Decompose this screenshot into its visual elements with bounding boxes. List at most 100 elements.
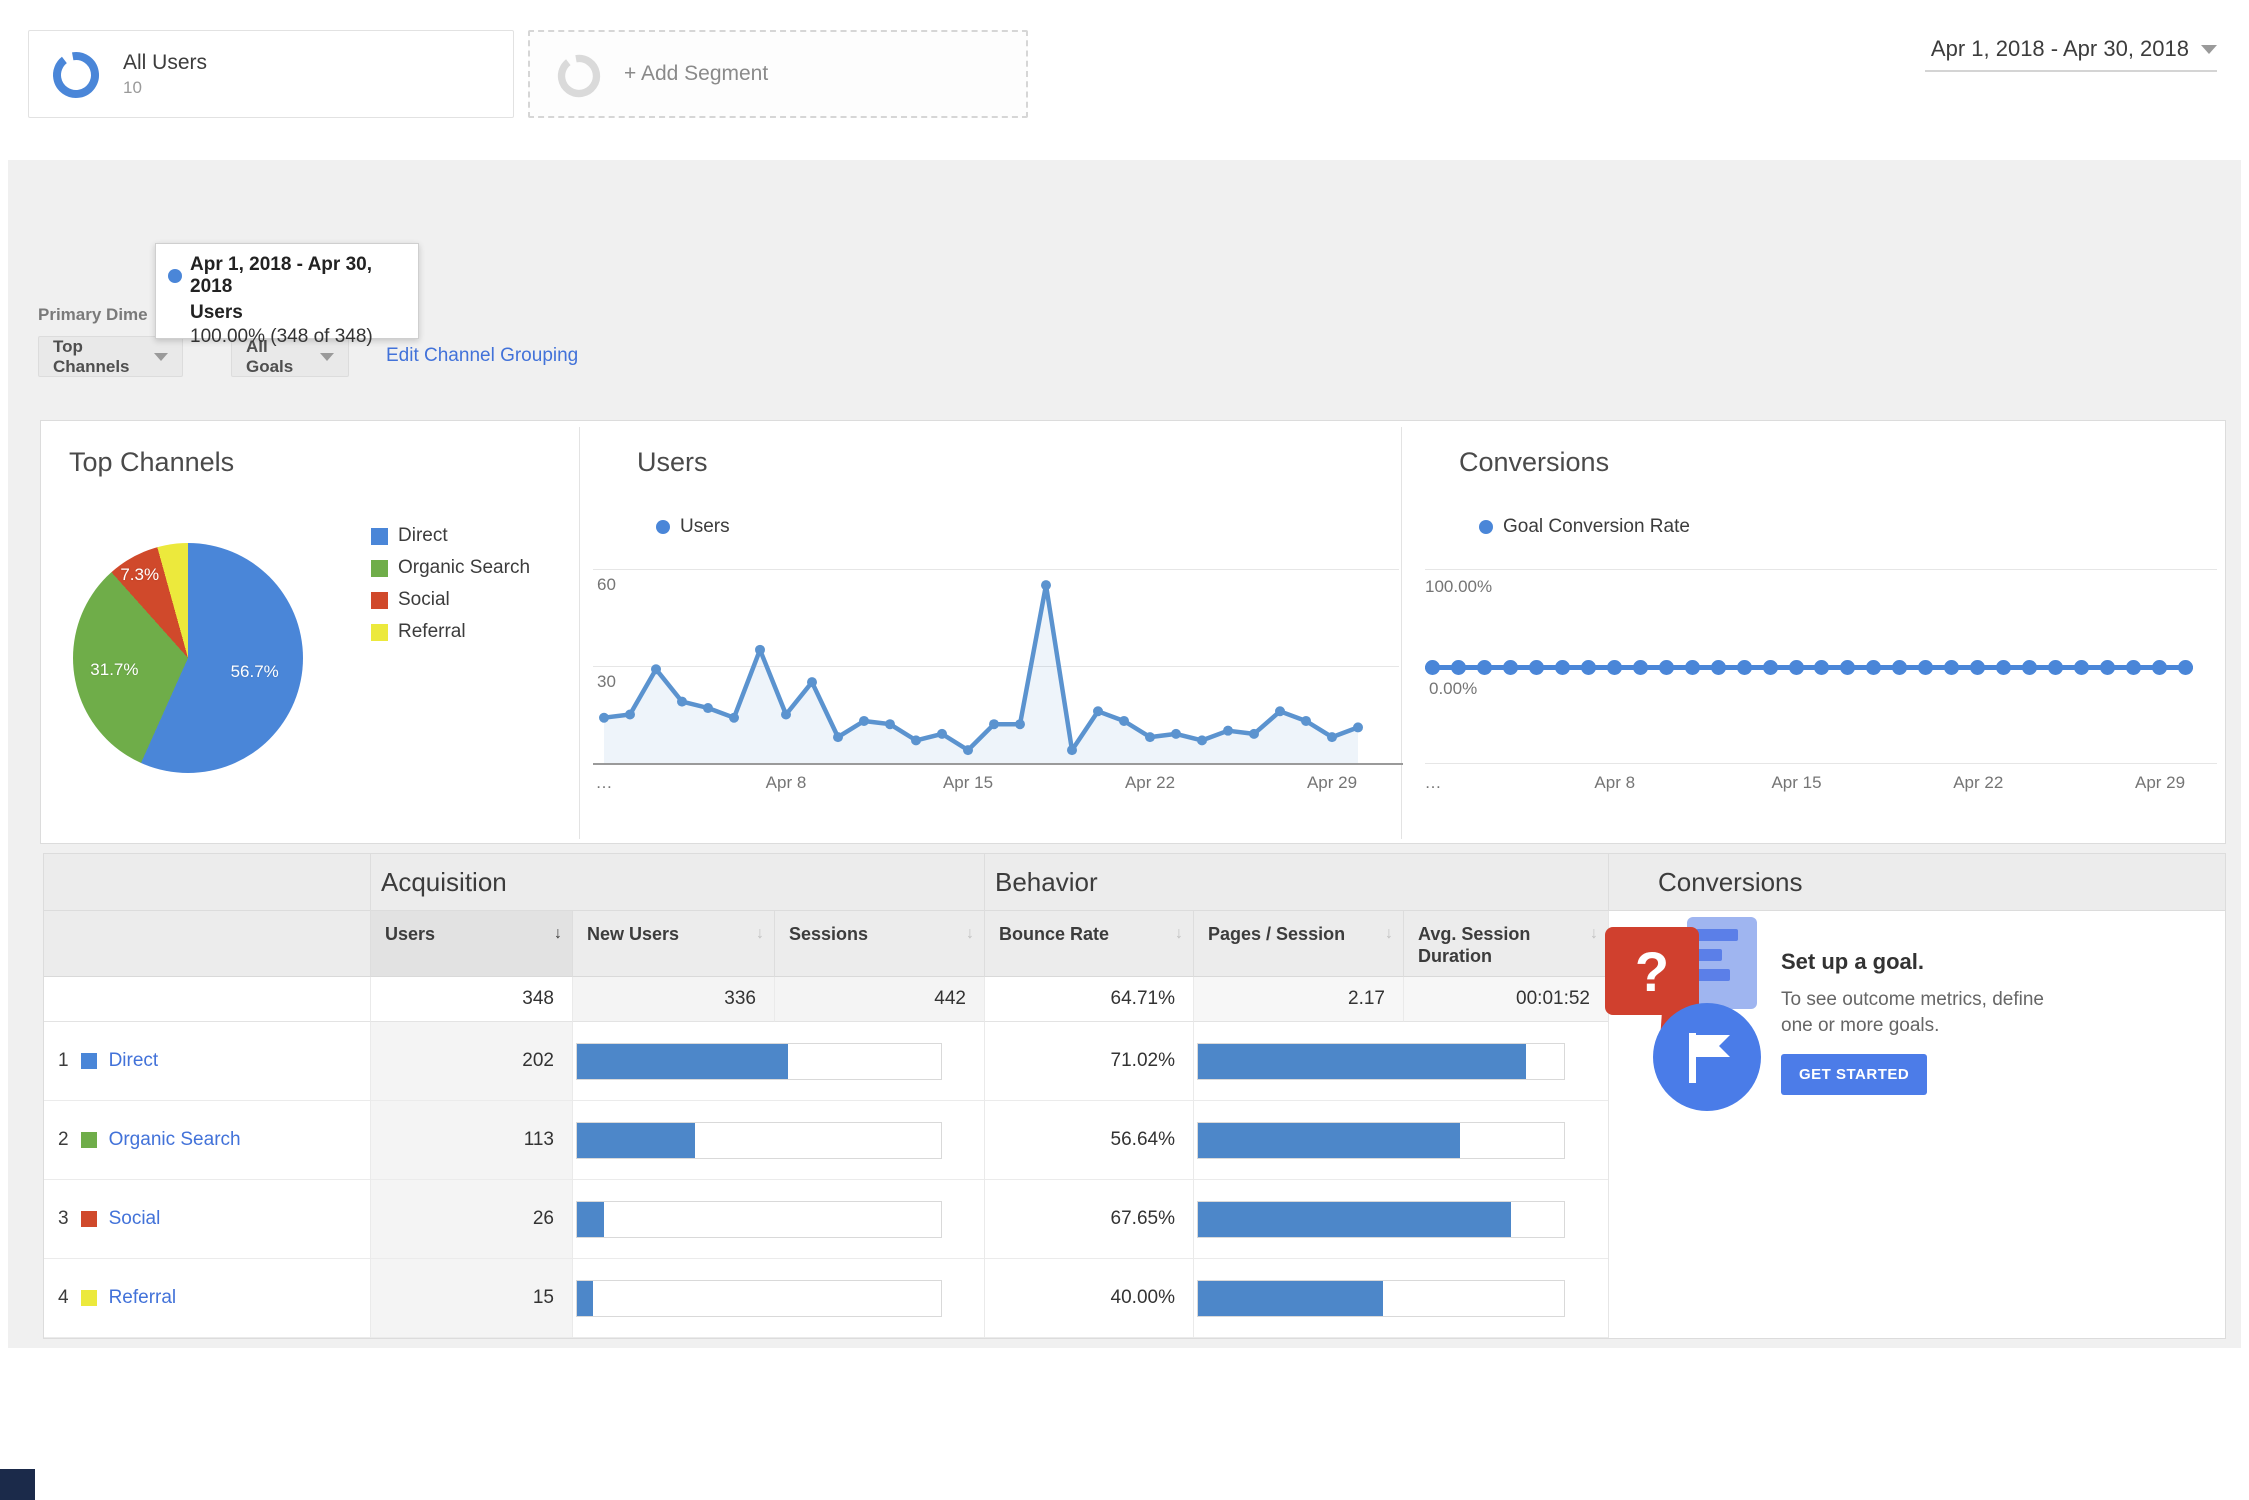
group-header-behavior: Behavior	[984, 854, 1608, 911]
conversions-line	[1425, 665, 2193, 670]
goal-setup-promo: ? Set up a goal. To see outcome metrics,…	[1605, 911, 2225, 1338]
data-point-dot	[1892, 660, 1908, 675]
date-range-label: Apr 1, 2018 - Apr 30, 2018	[1930, 36, 2189, 61]
get-started-button[interactable]: GET STARTED	[1781, 1054, 1928, 1095]
promo-body: To see outcome metrics, define one or mo…	[1781, 989, 2044, 1036]
pie-slice-label: 31.7%	[90, 659, 139, 679]
all-goals-dropdown[interactable]: All Goals	[231, 336, 349, 377]
x-axis-tick: …	[595, 773, 613, 792]
promo-title: Set up a goal.	[1781, 949, 1925, 974]
row-rank: 2	[58, 1129, 69, 1150]
users-bar-cell	[572, 1259, 984, 1338]
date-range-selector[interactable]: Apr 1, 2018 - Apr 30, 2018	[1925, 36, 2217, 72]
legend-label: Referral	[398, 621, 466, 642]
add-segment-donut-icon	[556, 53, 602, 104]
column-header-new-users[interactable]: New Users ↓	[572, 911, 774, 977]
users-bar-cell	[572, 1180, 984, 1259]
bar-track	[1197, 1043, 1565, 1080]
data-point-dot	[1944, 660, 1960, 675]
gridline	[593, 569, 1399, 570]
users-line-chart[interactable]	[591, 567, 1403, 767]
data-point-dot	[1866, 660, 1882, 675]
column-header-pages-session[interactable]: Pages / Session ↓	[1193, 911, 1403, 977]
top-channels-dropdown[interactable]: Top Channels	[38, 336, 183, 377]
data-point-dot	[1425, 660, 1440, 675]
data-point-dot	[2074, 660, 2090, 675]
y-axis-tick: 0.00%	[1429, 679, 1478, 698]
x-axis-tick: Apr 22	[1953, 773, 2004, 792]
y-axis-tick: 60	[597, 575, 616, 594]
users-value: 15	[370, 1259, 572, 1338]
x-axis-tick: Apr 8	[1594, 773, 1636, 792]
top-channels-pie-chart[interactable]: 56.7% 31.7% 7.3%	[73, 543, 303, 773]
table-row-dimension: 1 Direct	[44, 1022, 370, 1101]
bounce-bar-fill	[1198, 1281, 1383, 1316]
column-header-users[interactable]: Users ↓	[370, 911, 572, 977]
segment-all-users[interactable]: All Users 10	[28, 30, 514, 118]
users-bar-fill	[577, 1123, 696, 1158]
x-axis-tick: Apr 15	[1771, 773, 1822, 792]
data-point-dot	[2126, 660, 2142, 675]
channel-link[interactable]: Referral	[108, 1287, 177, 1308]
group-header-empty	[44, 854, 370, 911]
column-header-sessions[interactable]: Sessions ↓	[774, 911, 984, 977]
chevron-down-icon	[154, 352, 168, 361]
channel-color-swatch	[80, 1211, 97, 1227]
panel-divider	[579, 427, 580, 839]
data-point-dot	[2100, 660, 2116, 675]
column-header-bounce-rate[interactable]: Bounce Rate ↓	[984, 911, 1193, 977]
legend-label: Social	[398, 589, 450, 610]
bounce-rate-value: 56.64%	[984, 1101, 1193, 1180]
x-axis-tick: Apr 15	[942, 773, 994, 792]
users-bar-cell	[572, 1022, 984, 1101]
top-channels-dropdown-label: Top Channels	[53, 336, 130, 376]
table-row-dimension: 4 Referral	[44, 1259, 370, 1338]
y-axis-tick: 100.00%	[1425, 577, 1493, 596]
channel-color-swatch	[80, 1132, 97, 1148]
column-header-avg-duration[interactable]: Avg. Session Duration ↓	[1403, 911, 1608, 977]
data-point-dot	[1918, 660, 1934, 675]
data-point-dot	[1970, 660, 1986, 675]
table-row-dimension: 3 Social	[44, 1180, 370, 1259]
legend-swatch	[371, 559, 388, 577]
data-point-dot	[1528, 660, 1544, 675]
add-segment-button[interactable]: + Add Segment	[528, 30, 1028, 118]
legend-item: Direct	[371, 525, 530, 547]
segment-subtitle: 10	[123, 77, 142, 97]
channel-link[interactable]: Direct	[108, 1050, 159, 1071]
channel-link[interactable]: Social	[108, 1208, 161, 1229]
y-axis-tick: 30	[597, 672, 616, 691]
gridline	[1425, 569, 2217, 570]
conversions-chart-title: Conversions	[1459, 447, 1610, 477]
group-header-acquisition: Acquisition	[370, 854, 984, 911]
chart-tooltip: Apr 1, 2018 - Apr 30, 2018 Users 100.00%…	[155, 243, 419, 347]
bounce-bar-cell	[1193, 1022, 1608, 1101]
x-axis-ticks: … Apr 8 Apr 15 Apr 22 Apr 29	[591, 773, 1403, 797]
channel-color-swatch	[80, 1053, 97, 1069]
bounce-bar-cell	[1193, 1259, 1608, 1338]
bounce-rate-value: 71.02%	[984, 1022, 1193, 1101]
legend-item: Social	[371, 589, 530, 611]
sort-icon: ↓	[1175, 925, 1183, 942]
x-axis-tick: Apr 29	[1306, 773, 1358, 792]
edit-channel-grouping-link[interactable]: Edit Channel Grouping	[386, 345, 579, 366]
data-point-dot	[1580, 660, 1596, 675]
legend-label: Direct	[398, 525, 448, 546]
x-axis-tick: Apr 22	[1124, 773, 1176, 792]
add-segment-label: + Add Segment	[624, 62, 769, 85]
data-point-dot	[2048, 660, 2064, 675]
x-axis-ticks: … Apr 8 Apr 15 Apr 22 Apr 29	[1425, 773, 2217, 797]
data-point-dot	[1554, 660, 1570, 675]
users-bar-cell	[572, 1101, 984, 1180]
conversions-flat-series[interactable]	[1425, 660, 2193, 675]
all-goals-dropdown-label: All Goals	[246, 336, 294, 376]
bounce-rate-value: 40.00%	[984, 1259, 1193, 1338]
footer-widget-fragment	[0, 1469, 35, 1500]
tooltip-value: 100.00% (348 of 348)	[190, 326, 373, 347]
channel-link[interactable]: Organic Search	[108, 1129, 241, 1150]
users-value: 26	[370, 1180, 572, 1259]
table-row-dimension: 2 Organic Search	[44, 1101, 370, 1180]
bounce-bar-fill	[1198, 1044, 1527, 1079]
data-point-dot	[1684, 660, 1700, 675]
legend-item: Organic Search	[371, 557, 530, 579]
